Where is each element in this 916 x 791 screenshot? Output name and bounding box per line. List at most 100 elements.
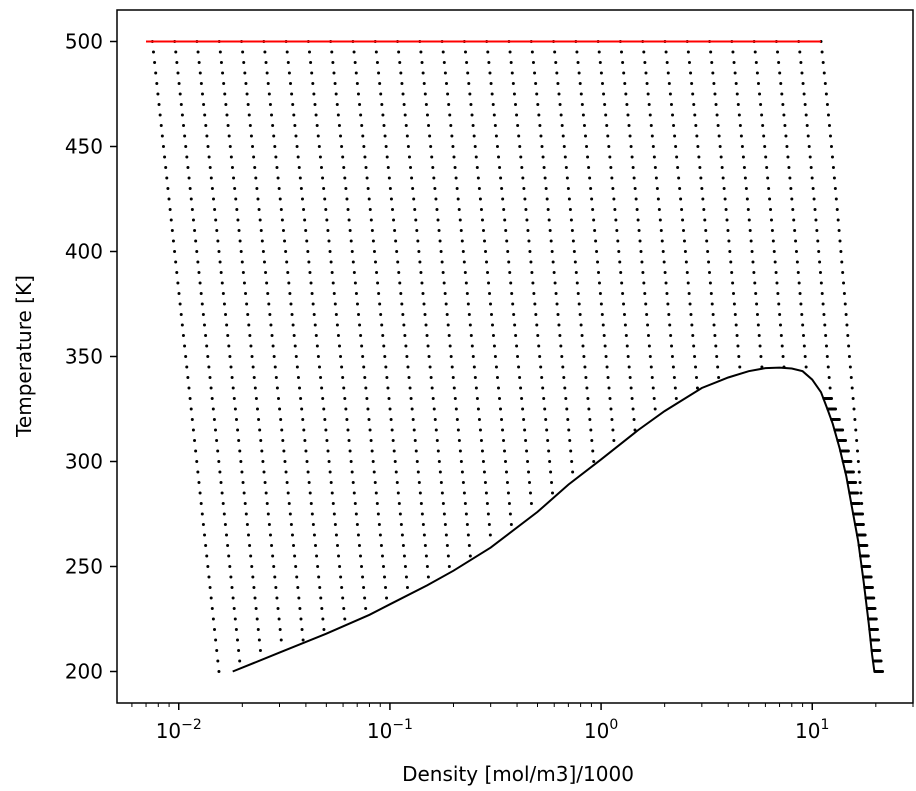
y-axis-label: Temperature [K] xyxy=(12,275,36,438)
data-point xyxy=(623,82,627,85)
data-point xyxy=(423,92,427,96)
data-point xyxy=(727,239,731,243)
data-point xyxy=(534,313,538,316)
data-point xyxy=(183,344,187,348)
data-point xyxy=(463,271,467,274)
data-point xyxy=(420,61,424,64)
data-point xyxy=(607,386,611,390)
data-point xyxy=(276,176,280,180)
data-point xyxy=(557,323,561,327)
data-point xyxy=(438,470,442,474)
data-point xyxy=(301,418,305,421)
data-point xyxy=(218,50,222,54)
data-point xyxy=(587,407,591,411)
data-point xyxy=(307,50,311,54)
data-point xyxy=(431,166,435,169)
data-point xyxy=(559,113,563,117)
data-point xyxy=(479,208,483,211)
data-point xyxy=(272,355,276,358)
data-point xyxy=(194,449,198,453)
data-point xyxy=(209,596,213,600)
data-point xyxy=(184,355,188,358)
data-point xyxy=(731,50,735,54)
data-point xyxy=(690,323,694,327)
data-point xyxy=(647,344,651,348)
data-point xyxy=(530,50,534,54)
data-point xyxy=(851,397,855,400)
data-point xyxy=(312,92,316,96)
data-point xyxy=(430,386,434,390)
y-tick-label: 400 xyxy=(65,240,103,264)
data-point xyxy=(360,124,364,127)
data-point xyxy=(842,292,846,295)
data-point xyxy=(321,617,325,621)
data-point xyxy=(302,428,306,432)
data-point xyxy=(363,376,367,379)
data-point xyxy=(206,355,210,358)
data-point xyxy=(349,239,353,243)
data-point xyxy=(508,271,512,274)
data-point xyxy=(446,323,450,327)
data-point xyxy=(344,407,348,411)
data-point xyxy=(151,50,155,54)
data-point xyxy=(266,292,270,295)
data-point xyxy=(489,82,493,85)
data-point xyxy=(414,449,418,453)
data-point xyxy=(167,197,171,201)
data-point xyxy=(774,271,778,274)
data-point xyxy=(580,334,584,337)
data-point xyxy=(197,61,201,64)
data-point xyxy=(546,439,550,442)
data-point xyxy=(712,82,716,85)
data-point xyxy=(574,271,578,274)
data-point xyxy=(327,239,331,243)
data-point xyxy=(218,470,222,474)
data-point xyxy=(438,239,442,243)
data-point xyxy=(375,271,379,274)
data-point xyxy=(434,197,438,201)
data-point xyxy=(309,502,313,505)
data-point xyxy=(602,334,606,337)
data-point xyxy=(808,155,812,159)
data-point xyxy=(468,554,472,558)
data-point xyxy=(638,239,642,243)
data-point xyxy=(465,292,469,295)
data-point xyxy=(629,386,633,390)
data-point xyxy=(491,103,495,106)
data-point xyxy=(218,260,222,264)
data-point xyxy=(717,376,721,379)
data-point xyxy=(607,145,611,148)
data-point xyxy=(214,638,218,642)
data-point xyxy=(445,313,449,316)
data-point xyxy=(603,344,607,348)
data-point xyxy=(227,554,231,558)
data-point xyxy=(212,197,215,201)
data-point xyxy=(610,176,614,180)
data-point xyxy=(658,218,662,222)
data-point xyxy=(191,428,195,432)
data-point xyxy=(586,397,590,400)
data-point xyxy=(676,166,680,169)
data-point xyxy=(847,344,851,348)
data-point xyxy=(288,292,292,295)
data-point xyxy=(306,250,310,253)
data-point xyxy=(809,166,813,169)
x-tick-label: 10−1 xyxy=(367,717,413,743)
data-point xyxy=(196,470,200,474)
data-point xyxy=(243,71,247,75)
data-point xyxy=(496,386,500,390)
data-point xyxy=(802,334,805,337)
data-point xyxy=(641,271,645,274)
data-point xyxy=(197,481,201,484)
data-point xyxy=(826,365,830,369)
data-point xyxy=(471,124,475,127)
data-point xyxy=(823,323,827,327)
data-point xyxy=(861,523,865,526)
x-axis-label: Density [mol/m3]/1000 xyxy=(402,762,634,786)
data-point xyxy=(778,323,782,327)
data-point xyxy=(622,302,626,306)
data-point xyxy=(316,355,320,358)
data-point xyxy=(799,61,803,64)
data-point xyxy=(366,407,370,411)
data-point xyxy=(315,124,319,127)
